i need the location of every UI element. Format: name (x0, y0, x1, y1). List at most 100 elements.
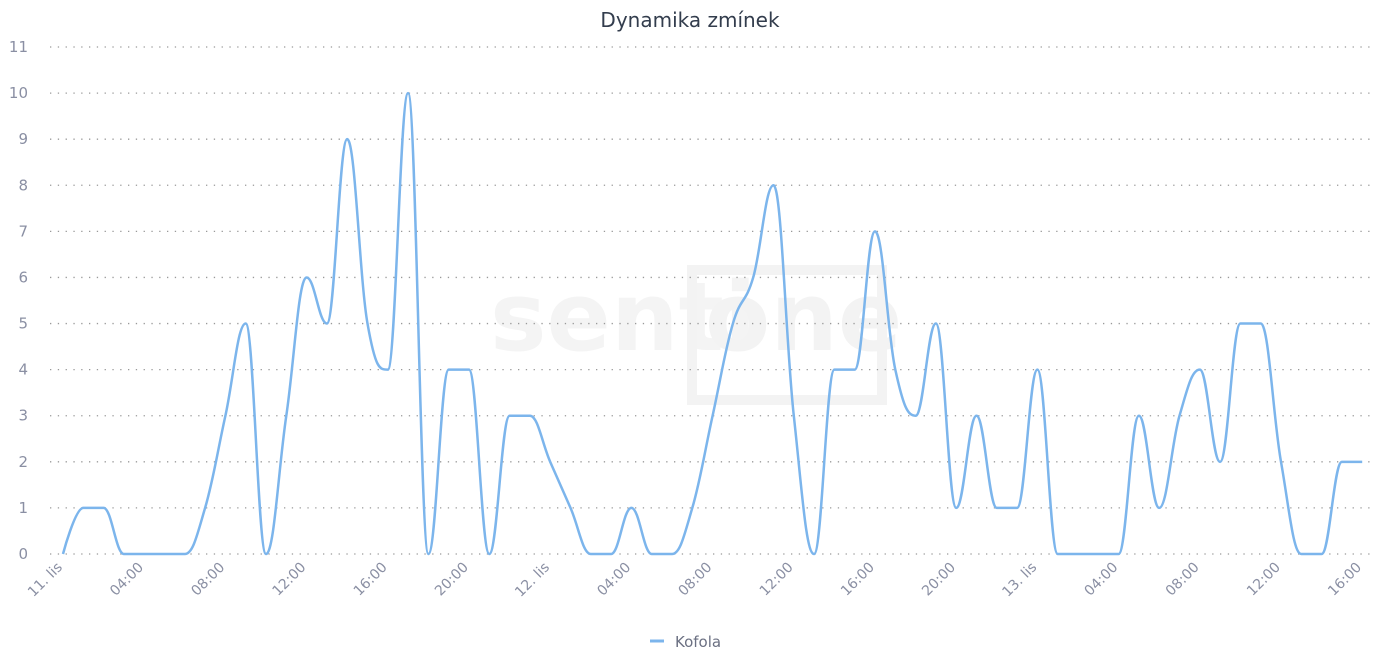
data-point[interactable] (120, 550, 128, 558)
data-point[interactable] (1338, 458, 1346, 466)
legend[interactable]: Kofola (650, 633, 721, 651)
x-tick-label: 16:00 (351, 560, 391, 600)
y-tick-label: 0 (18, 545, 28, 563)
data-point[interactable] (1135, 412, 1143, 420)
data-point[interactable] (465, 366, 473, 374)
data-point[interactable] (1216, 458, 1224, 466)
data-point[interactable] (343, 135, 351, 143)
data-point[interactable] (1196, 366, 1204, 374)
data-point[interactable] (648, 550, 656, 558)
y-tick-label: 9 (18, 130, 28, 148)
data-point[interactable] (1236, 320, 1244, 328)
data-point[interactable] (810, 550, 818, 558)
data-point[interactable] (668, 550, 676, 558)
data-point[interactable] (770, 181, 778, 189)
data-point[interactable] (1257, 320, 1265, 328)
x-tick-label: 08:00 (188, 560, 228, 600)
series (59, 89, 1366, 558)
chart-title: Dynamika zmínek (600, 8, 780, 32)
x-tick-label: 04:00 (1082, 560, 1122, 600)
grid (50, 46, 1370, 555)
x-tick-label: 12:00 (757, 560, 797, 600)
data-point[interactable] (526, 412, 534, 420)
data-point[interactable] (1155, 504, 1163, 512)
data-point[interactable] (688, 504, 696, 512)
x-tick-label: 08:00 (1163, 560, 1203, 600)
data-point[interactable] (506, 412, 514, 420)
data-point[interactable] (830, 366, 838, 374)
data-point[interactable] (282, 412, 290, 420)
data-point[interactable] (242, 320, 250, 328)
data-point[interactable] (1297, 550, 1305, 558)
data-point[interactable] (1094, 550, 1102, 558)
y-tick-label: 4 (18, 361, 28, 379)
data-point[interactable] (1013, 504, 1021, 512)
data-point[interactable] (749, 273, 757, 281)
data-point[interactable] (1054, 550, 1062, 558)
x-tick-label: 16:00 (838, 560, 878, 600)
data-point[interactable] (1074, 550, 1082, 558)
x-tick-label: 12. lis (512, 560, 553, 601)
data-point[interactable] (973, 412, 981, 420)
x-tick-label: 04:00 (107, 560, 147, 600)
data-point[interactable] (303, 273, 311, 281)
data-point[interactable] (262, 550, 270, 558)
data-point[interactable] (627, 504, 635, 512)
data-point[interactable] (912, 412, 920, 420)
y-axis: 0 1 2 3 4 5 6 7 8 9 10 11 (9, 38, 28, 563)
x-tick-label: 13. lis (999, 560, 1040, 601)
data-point[interactable] (729, 320, 737, 328)
x-tick-label: 12:00 (270, 560, 310, 600)
data-point[interactable] (79, 504, 87, 512)
data-point[interactable] (891, 366, 899, 374)
data-point[interactable] (546, 458, 554, 466)
data-point[interactable] (1033, 366, 1041, 374)
data-point[interactable] (424, 550, 432, 558)
data-point[interactable] (1277, 458, 1285, 466)
y-tick-label: 1 (18, 499, 28, 517)
data-point[interactable] (59, 550, 67, 558)
data-point[interactable] (871, 227, 879, 235)
data-point[interactable] (1358, 458, 1366, 466)
y-tick-label: 2 (18, 453, 28, 471)
data-point[interactable] (100, 504, 108, 512)
data-point[interactable] (181, 550, 189, 558)
x-tick-label: 20:00 (432, 560, 472, 600)
legend-label[interactable]: Kofola (675, 633, 721, 651)
data-point[interactable] (364, 320, 372, 328)
x-tick-label: 20:00 (919, 560, 959, 600)
data-point[interactable] (485, 550, 493, 558)
y-tick-label: 5 (18, 315, 28, 333)
data-point[interactable] (932, 320, 940, 328)
data-point[interactable] (1318, 550, 1326, 558)
data-point[interactable] (323, 320, 331, 328)
data-point[interactable] (587, 550, 595, 558)
data-point[interactable] (161, 550, 169, 558)
x-tick-label: 08:00 (676, 560, 716, 600)
data-point[interactable] (1176, 412, 1184, 420)
data-point[interactable] (404, 89, 412, 97)
data-point[interactable] (384, 366, 392, 374)
y-tick-label: 3 (18, 407, 28, 425)
data-point[interactable] (952, 504, 960, 512)
data-point[interactable] (851, 366, 859, 374)
data-point[interactable] (993, 504, 1001, 512)
watermark-logo-frame (687, 265, 887, 405)
series-line-kofola[interactable] (61, 91, 1363, 556)
x-tick-label: 12:00 (1244, 560, 1284, 600)
data-point[interactable] (140, 550, 148, 558)
data-point[interactable] (201, 504, 209, 512)
data-point[interactable] (567, 504, 575, 512)
x-axis: 11. lis 04:00 08:00 12:00 16:00 20:00 12. lis 0… (25, 560, 1365, 601)
data-point[interactable] (709, 412, 717, 420)
data-point[interactable] (445, 366, 453, 374)
data-point[interactable] (607, 550, 615, 558)
y-tick-label: 10 (9, 84, 28, 102)
data-point[interactable] (1115, 550, 1123, 558)
y-tick-label: 7 (18, 222, 28, 240)
data-point[interactable] (221, 412, 229, 420)
watermark-logo-one: one (705, 263, 902, 373)
data-point[interactable] (790, 412, 798, 420)
y-tick-label: 8 (18, 176, 28, 194)
